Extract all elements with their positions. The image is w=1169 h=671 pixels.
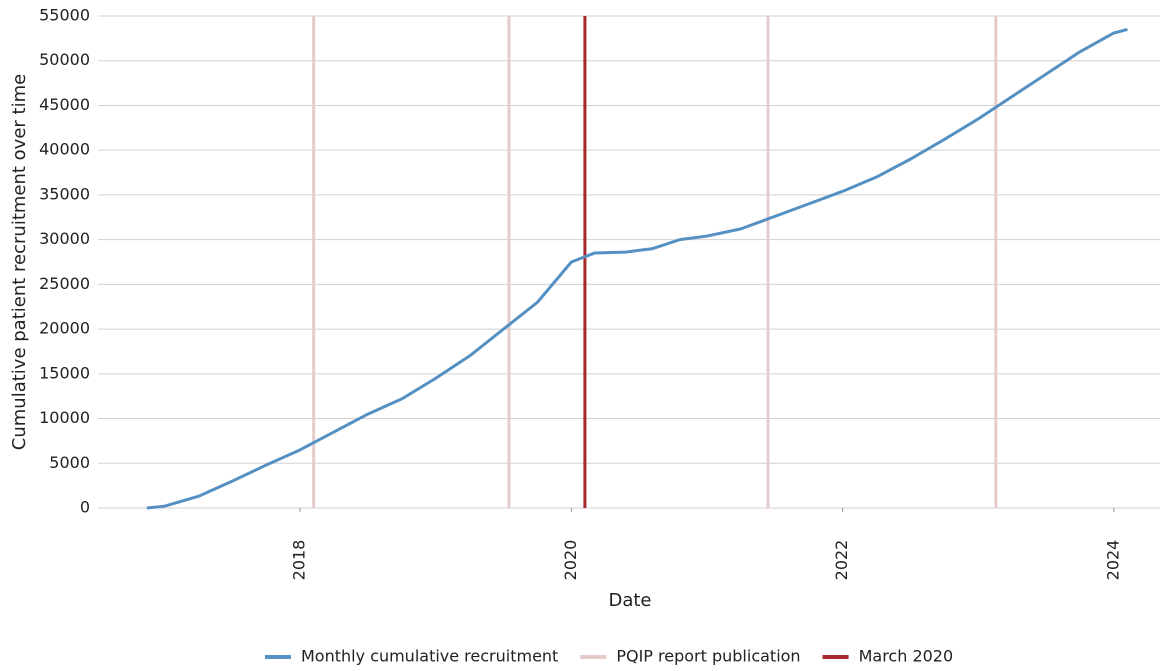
y-tick-label: 35000 bbox=[39, 184, 90, 203]
x-tick-label: 2024 bbox=[1103, 540, 1122, 581]
x-tick-label: 2022 bbox=[832, 540, 851, 581]
y-tick-label: 10000 bbox=[39, 408, 90, 427]
data-line bbox=[146, 27, 1128, 510]
y-axis-title: Cumulative patient recruitment over time bbox=[9, 74, 30, 450]
y-tick-label: 15000 bbox=[39, 363, 90, 382]
legend-label: Monthly cumulative recruitment bbox=[301, 647, 558, 666]
y-tick-label: 20000 bbox=[39, 319, 90, 338]
x-tick-label: 2018 bbox=[290, 540, 309, 581]
x-axis-title: Date bbox=[608, 590, 651, 611]
legend-label: March 2020 bbox=[859, 647, 954, 666]
x-tick-label: 2020 bbox=[561, 540, 580, 581]
y-tick-label: 0 bbox=[80, 498, 90, 517]
y-tick-label: 50000 bbox=[39, 50, 90, 69]
legend-label: PQIP report publication bbox=[616, 647, 800, 666]
y-tick-label: 45000 bbox=[39, 95, 90, 114]
y-tick-label: 30000 bbox=[39, 229, 90, 248]
y-tick-label: 25000 bbox=[39, 274, 90, 293]
y-tick-label: 40000 bbox=[39, 140, 90, 159]
y-tick-label: 55000 bbox=[39, 6, 90, 25]
y-tick-label: 5000 bbox=[49, 453, 90, 472]
